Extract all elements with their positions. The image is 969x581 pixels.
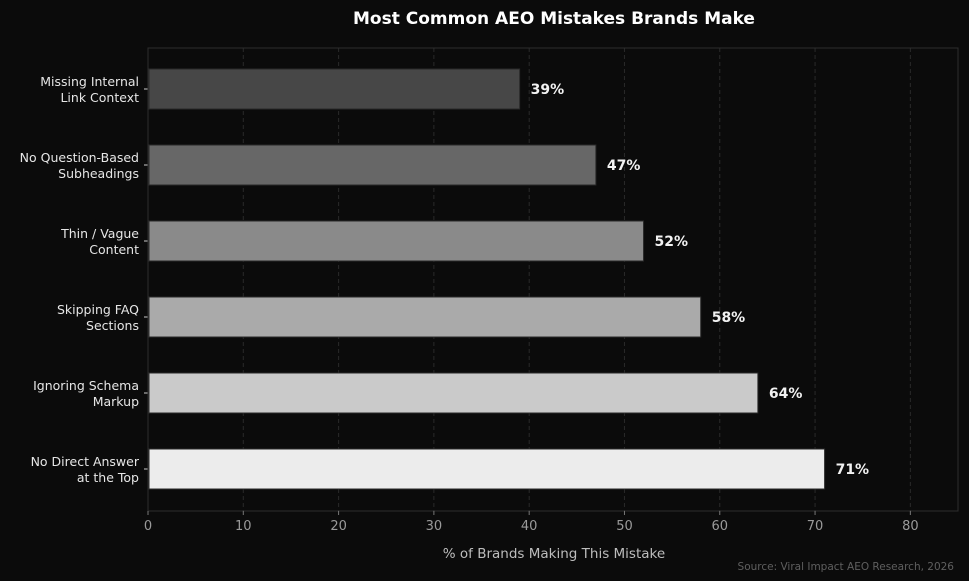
bar [148, 220, 645, 262]
x-tick-label: 60 [711, 519, 728, 534]
y-tick-label: Link Context [60, 90, 139, 105]
data-label: 64% [769, 386, 803, 402]
x-tick-label: 10 [235, 519, 252, 534]
x-tick-label: 0 [144, 519, 152, 534]
x-tick-label: 20 [330, 519, 347, 534]
x-tick-label: 40 [521, 519, 538, 534]
x-tick-label: 50 [616, 519, 633, 534]
y-tick-label: Skipping FAQ [57, 302, 139, 317]
chart-title: Most Common AEO Mistakes Brands Make [353, 9, 755, 29]
data-label: 52% [655, 234, 689, 250]
x-tick-label: 30 [426, 519, 443, 534]
source-note: Source: Viral Impact AEO Research, 2026 [738, 561, 955, 573]
data-label: 71% [836, 462, 870, 478]
y-tick-label: Missing Internal [40, 74, 139, 89]
bar [148, 68, 521, 110]
x-axis-label: % of Brands Making This Mistake [443, 546, 665, 562]
y-tick-label: No Question-Based [20, 150, 139, 165]
plot-frame [147, 47, 959, 512]
y-tick-label: Thin / Vague [60, 226, 139, 241]
y-tick-label: at the Top [77, 470, 139, 485]
y-tick-label: Content [89, 242, 139, 257]
bar [148, 296, 702, 338]
x-tick-label: 70 [807, 519, 824, 534]
y-tick-label: Markup [93, 394, 139, 409]
x-tick-label: 80 [902, 519, 919, 534]
y-tick-label: Subheadings [58, 166, 139, 181]
bar [148, 144, 597, 186]
y-tick-label: Ignoring Schema [33, 378, 139, 393]
data-label: 58% [712, 310, 746, 326]
bar [148, 372, 759, 414]
y-tick-label: No Direct Answer [31, 454, 140, 469]
bar [148, 448, 826, 490]
data-label: 47% [607, 158, 641, 174]
data-label: 39% [531, 82, 565, 98]
y-tick-label: Sections [86, 318, 139, 333]
